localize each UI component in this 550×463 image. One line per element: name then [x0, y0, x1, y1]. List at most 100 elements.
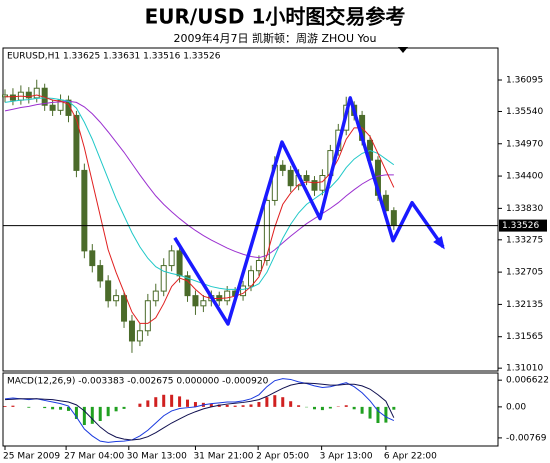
candle-body	[287, 169, 294, 187]
y-tick-label: 1.32135	[506, 300, 543, 310]
histogram-bar	[27, 406, 31, 408]
x-tick-label: 6 Apr 22:00	[384, 452, 437, 462]
histogram-bar	[3, 406, 7, 407]
histogram-bar	[257, 402, 261, 407]
y-tick-label: 1.34970	[506, 139, 543, 149]
y-tick-label: 0.00	[506, 402, 526, 412]
histogram-bar	[233, 405, 237, 407]
histogram-bar	[114, 406, 118, 412]
x-tick-label: 31 Mar 21:00	[193, 452, 253, 462]
histogram-bar	[225, 404, 229, 407]
y-tick-label: 1.35540	[506, 107, 543, 117]
macd-panel-label: MACD(12,26,9) -0.003383 -0.002675 0.0000…	[7, 377, 269, 387]
histogram-bar	[106, 406, 110, 417]
histogram-bar	[59, 406, 63, 410]
macd-line	[4, 382, 395, 441]
histogram-bar	[320, 406, 324, 411]
moving-average	[5, 94, 395, 324]
histogram-bar	[51, 406, 55, 410]
candle-body	[311, 180, 318, 191]
histogram-bar	[344, 405, 348, 407]
x-tick-label: 2 Apr 05:00	[256, 452, 309, 462]
candle-body	[105, 280, 112, 302]
histogram-bar	[289, 401, 293, 407]
histogram-bar	[178, 396, 182, 407]
histogram-bar	[297, 405, 301, 407]
histogram-bar	[392, 406, 396, 410]
histogram-bar	[265, 397, 269, 407]
x-tick-label: 3 Apr 13:00	[320, 452, 373, 462]
candle-body	[279, 164, 286, 171]
candle-body	[113, 295, 120, 302]
subtitle: 2009年4月7日 凯斯顿：周游 ZHOU You	[174, 31, 377, 45]
histogram-bar	[162, 394, 166, 407]
candle-body	[303, 175, 310, 182]
histogram-bar	[138, 403, 142, 407]
candle-body	[121, 295, 128, 322]
histogram-bar	[74, 406, 78, 419]
candle-body	[65, 99, 72, 116]
y-tick-label: 1.31565	[506, 332, 543, 342]
candle-body	[136, 330, 143, 342]
candle-body	[160, 265, 167, 292]
candle-body	[81, 169, 88, 252]
histogram-bar	[368, 406, 372, 419]
moving-average	[4, 100, 394, 259]
candle-body	[57, 99, 64, 111]
histogram-bar	[193, 402, 197, 407]
last-price-label: 1.33526	[502, 221, 539, 231]
histogram-bar	[146, 400, 150, 407]
histogram-bar	[281, 397, 285, 407]
histogram-bar	[98, 406, 102, 421]
histogram-bar	[376, 406, 380, 424]
candle-body	[184, 275, 191, 297]
candle-body	[192, 295, 199, 307]
candle-body	[390, 210, 397, 226]
y-tick-label: 1.31010	[506, 364, 543, 374]
histogram-bar	[186, 399, 190, 407]
y-tick-label: 1.33275	[506, 235, 543, 245]
candle-body	[49, 104, 56, 111]
histogram-bar	[241, 405, 245, 407]
histogram-bar	[273, 395, 277, 407]
candle-body	[9, 94, 16, 101]
arrow-head	[433, 235, 445, 250]
y-tick-label: 1.32705	[506, 268, 543, 278]
histogram-bar	[384, 406, 388, 423]
histogram-bar	[360, 406, 364, 414]
candle-body	[319, 175, 326, 191]
histogram-bar	[328, 406, 332, 409]
price-frame	[2, 47, 499, 372]
candle-body	[33, 87, 40, 99]
candle-body	[25, 91, 32, 99]
histogram-bar	[122, 406, 126, 409]
last-price-box	[499, 219, 547, 232]
candle-body	[89, 250, 96, 267]
histogram-bar	[170, 394, 174, 407]
histogram-bar	[82, 406, 86, 426]
y-tick-label: 1.34400	[506, 172, 543, 182]
candle-body	[224, 290, 231, 302]
candle-body	[144, 300, 151, 332]
shift-marker	[398, 47, 408, 53]
histogram-bar	[90, 406, 94, 424]
candle-body	[128, 320, 135, 342]
histogram-bar	[312, 406, 316, 410]
histogram-bar	[154, 397, 158, 407]
y-tick-label: 1.33830	[506, 204, 543, 214]
y-tick-label: -0.00769	[506, 433, 547, 443]
y-tick-label: 0.006622	[506, 376, 549, 386]
histogram-bar	[352, 406, 356, 410]
price-panel-label: EURUSD,H1 1.33625 1.33631 1.33516 1.3352…	[7, 52, 221, 62]
candle-body	[168, 250, 175, 267]
histogram-bar	[43, 406, 47, 409]
x-tick-label: 25 Mar 2009	[3, 452, 60, 462]
candle-body	[176, 250, 183, 277]
candle-body	[152, 290, 159, 302]
y-tick-label: 1.36095	[506, 76, 543, 86]
candle-body	[200, 300, 207, 307]
title: EUR/USD 1小时图交易参考	[145, 5, 406, 29]
candle-body	[263, 199, 270, 261]
